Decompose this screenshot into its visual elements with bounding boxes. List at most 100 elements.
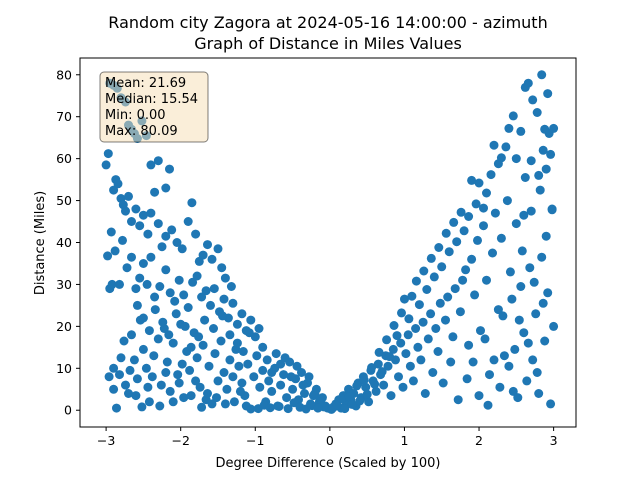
data-point — [141, 363, 151, 373]
data-point — [158, 317, 168, 327]
y-tick-label: 70 — [56, 109, 72, 124]
data-point — [455, 307, 465, 317]
data-point — [116, 353, 126, 363]
data-point — [101, 160, 111, 170]
data-point — [453, 395, 463, 405]
data-point — [103, 149, 113, 159]
data-point — [408, 376, 418, 386]
data-point — [352, 381, 362, 391]
data-point — [316, 395, 326, 405]
data-point — [144, 397, 154, 407]
data-point — [165, 164, 174, 174]
stats-max: Max: 80.09 — [105, 124, 178, 139]
data-point — [441, 315, 450, 325]
data-point — [489, 355, 499, 365]
data-point — [267, 368, 277, 377]
data-point — [405, 361, 415, 371]
data-point — [450, 284, 460, 294]
data-point — [232, 338, 242, 348]
data-point — [207, 399, 217, 409]
data-point — [219, 368, 229, 377]
data-point — [297, 368, 306, 377]
data-point — [446, 357, 456, 367]
data-point — [234, 361, 244, 371]
data-point — [195, 382, 205, 392]
data-point — [519, 328, 529, 338]
x-tick-label: 1 — [400, 433, 408, 448]
data-point — [188, 277, 198, 287]
stats-median: Median: 15.54 — [105, 92, 198, 107]
data-point — [252, 351, 262, 361]
data-point — [276, 359, 286, 369]
data-point — [138, 344, 148, 354]
data-point — [283, 404, 293, 414]
data-point — [471, 199, 481, 209]
data-point — [392, 331, 402, 341]
data-point — [119, 336, 129, 346]
data-point — [198, 340, 208, 350]
data-point — [185, 365, 195, 375]
data-point — [168, 338, 178, 348]
data-point — [493, 305, 503, 315]
data-point — [186, 391, 196, 401]
data-point — [164, 330, 174, 340]
data-point — [505, 267, 515, 277]
data-point — [237, 309, 247, 319]
data-point — [149, 351, 159, 361]
data-point — [197, 292, 207, 302]
data-point — [519, 210, 529, 220]
data-point — [443, 292, 453, 302]
data-point — [522, 376, 532, 386]
data-point — [161, 265, 171, 275]
data-point — [132, 300, 142, 310]
data-point — [431, 324, 441, 333]
data-point — [467, 254, 477, 264]
data-point — [526, 206, 536, 216]
y-tick-label: 0 — [64, 403, 72, 418]
x-tick-label: 2 — [475, 433, 483, 448]
data-point — [213, 244, 223, 254]
data-point — [508, 386, 518, 396]
data-point — [386, 391, 396, 401]
data-point — [162, 357, 172, 367]
data-point — [276, 380, 286, 390]
data-point — [435, 298, 445, 308]
data-point — [337, 394, 347, 403]
data-point — [150, 305, 160, 315]
data-point — [534, 170, 544, 180]
data-point — [246, 315, 256, 325]
data-point — [508, 111, 518, 121]
data-point — [517, 246, 527, 256]
data-point — [274, 402, 284, 411]
data-point — [226, 282, 236, 291]
data-point — [467, 175, 477, 185]
data-point — [298, 380, 308, 390]
data-point — [183, 217, 193, 226]
data-point — [514, 315, 524, 325]
data-point — [109, 185, 119, 195]
data-point — [271, 349, 281, 359]
y-axis-label: Distance (Miles) — [33, 191, 48, 295]
data-point — [110, 246, 120, 256]
data-point — [153, 156, 163, 166]
data-point — [255, 382, 265, 392]
data-point — [265, 403, 275, 413]
data-point — [535, 185, 545, 195]
data-point — [131, 284, 141, 294]
data-point — [479, 203, 488, 213]
data-point — [144, 326, 154, 336]
data-point — [520, 173, 530, 182]
data-point — [194, 332, 204, 342]
data-point — [138, 210, 148, 220]
data-point — [429, 272, 439, 282]
data-point — [165, 288, 175, 298]
data-point — [511, 219, 521, 229]
plot-frame — [79, 57, 577, 428]
data-point — [171, 309, 181, 319]
data-point — [482, 275, 491, 285]
data-point — [150, 187, 160, 197]
data-point — [146, 160, 156, 170]
data-point — [209, 284, 219, 294]
data-point — [547, 205, 557, 215]
data-point — [138, 259, 148, 268]
